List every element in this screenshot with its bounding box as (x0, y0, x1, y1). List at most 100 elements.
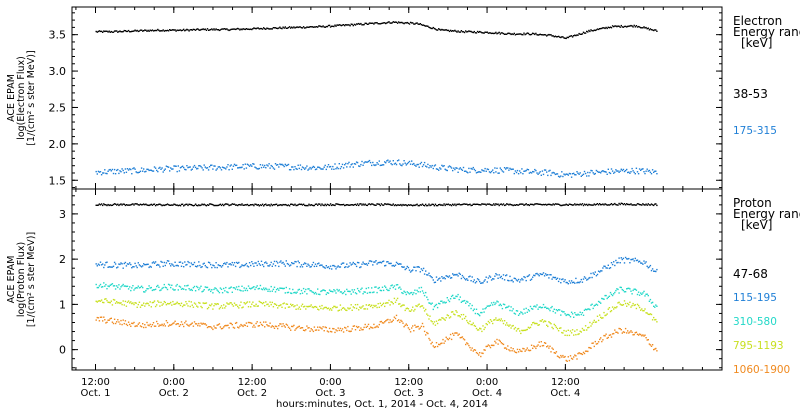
data-point (259, 264, 262, 266)
data-point (394, 301, 397, 303)
x-tick-time: 12:00 (551, 377, 580, 388)
data-point (122, 169, 124, 172)
data-point (392, 21, 394, 23)
data-point (514, 204, 517, 206)
data-point (212, 264, 214, 266)
data-point (400, 263, 402, 265)
data-point (473, 349, 475, 351)
data-point (150, 30, 152, 32)
data-point (529, 203, 532, 205)
data-point (263, 321, 265, 323)
data-point (117, 319, 119, 321)
data-point (651, 301, 654, 304)
data-point (557, 309, 560, 311)
data-point (591, 342, 593, 344)
data-point (614, 306, 616, 309)
data-point (338, 163, 340, 165)
data-point (604, 27, 606, 30)
data-point (384, 321, 386, 323)
data-point (456, 295, 458, 298)
data-point (244, 163, 246, 165)
data-point (328, 24, 331, 27)
data-point (483, 311, 485, 313)
data-point (546, 274, 548, 276)
data-point (533, 32, 535, 35)
data-point (107, 266, 109, 268)
data-point (300, 289, 303, 292)
data-point (432, 26, 434, 29)
data-point (261, 203, 264, 205)
data-point (200, 285, 202, 287)
data-point (516, 169, 519, 172)
data-point (417, 304, 419, 306)
data-point (420, 305, 423, 307)
data-point (194, 203, 197, 205)
data-point (95, 170, 97, 173)
data-point (355, 325, 358, 328)
data-point (142, 265, 144, 267)
data-point (175, 264, 177, 267)
data-point (213, 204, 215, 207)
data-point (277, 307, 279, 309)
data-point (314, 305, 317, 308)
data-point (621, 288, 623, 291)
data-point (456, 203, 458, 206)
data-point (172, 168, 174, 170)
data-point (104, 204, 106, 206)
data-point (293, 324, 295, 327)
data-point (379, 23, 381, 25)
data-point (503, 347, 506, 349)
data-point (204, 323, 206, 325)
data-point (387, 318, 389, 321)
data-point (388, 299, 390, 302)
data-point (427, 298, 429, 301)
data-point (387, 289, 389, 292)
data-point (487, 320, 490, 323)
data-point (651, 204, 654, 206)
data-point (511, 168, 513, 170)
data-point (136, 287, 138, 289)
data-point (266, 204, 268, 207)
data-point (423, 330, 426, 333)
data-point (584, 308, 587, 310)
data-point (577, 203, 579, 206)
data-point (234, 265, 237, 268)
data-point (224, 290, 226, 292)
data-point (637, 304, 640, 307)
data-point (138, 30, 141, 32)
data-point (256, 204, 258, 206)
data-point (255, 167, 257, 169)
data-point (390, 22, 392, 24)
data-point (634, 204, 636, 206)
data-point (119, 263, 121, 266)
data-point (288, 169, 291, 171)
data-point (436, 204, 439, 207)
data-point (544, 203, 547, 206)
data-point (345, 327, 347, 329)
data-point (220, 305, 223, 307)
data-point (574, 203, 576, 205)
data-point (344, 24, 346, 27)
data-point (614, 171, 616, 173)
data-point (308, 26, 310, 28)
data-point (460, 301, 463, 303)
data-point (506, 274, 508, 276)
data-point (301, 204, 304, 206)
data-point (534, 203, 536, 205)
data-point (493, 319, 495, 321)
data-point (591, 30, 593, 32)
data-point (196, 204, 198, 207)
data-point (630, 258, 632, 261)
data-point (315, 329, 318, 331)
data-point (313, 326, 316, 328)
data-point (258, 287, 260, 290)
data-point (536, 172, 538, 174)
data-point (408, 328, 411, 331)
data-point (146, 204, 148, 206)
data-point (295, 167, 297, 170)
data-point (603, 311, 605, 314)
data-point (382, 289, 385, 292)
data-point (445, 317, 447, 319)
data-point (488, 322, 491, 324)
data-point (381, 286, 384, 288)
